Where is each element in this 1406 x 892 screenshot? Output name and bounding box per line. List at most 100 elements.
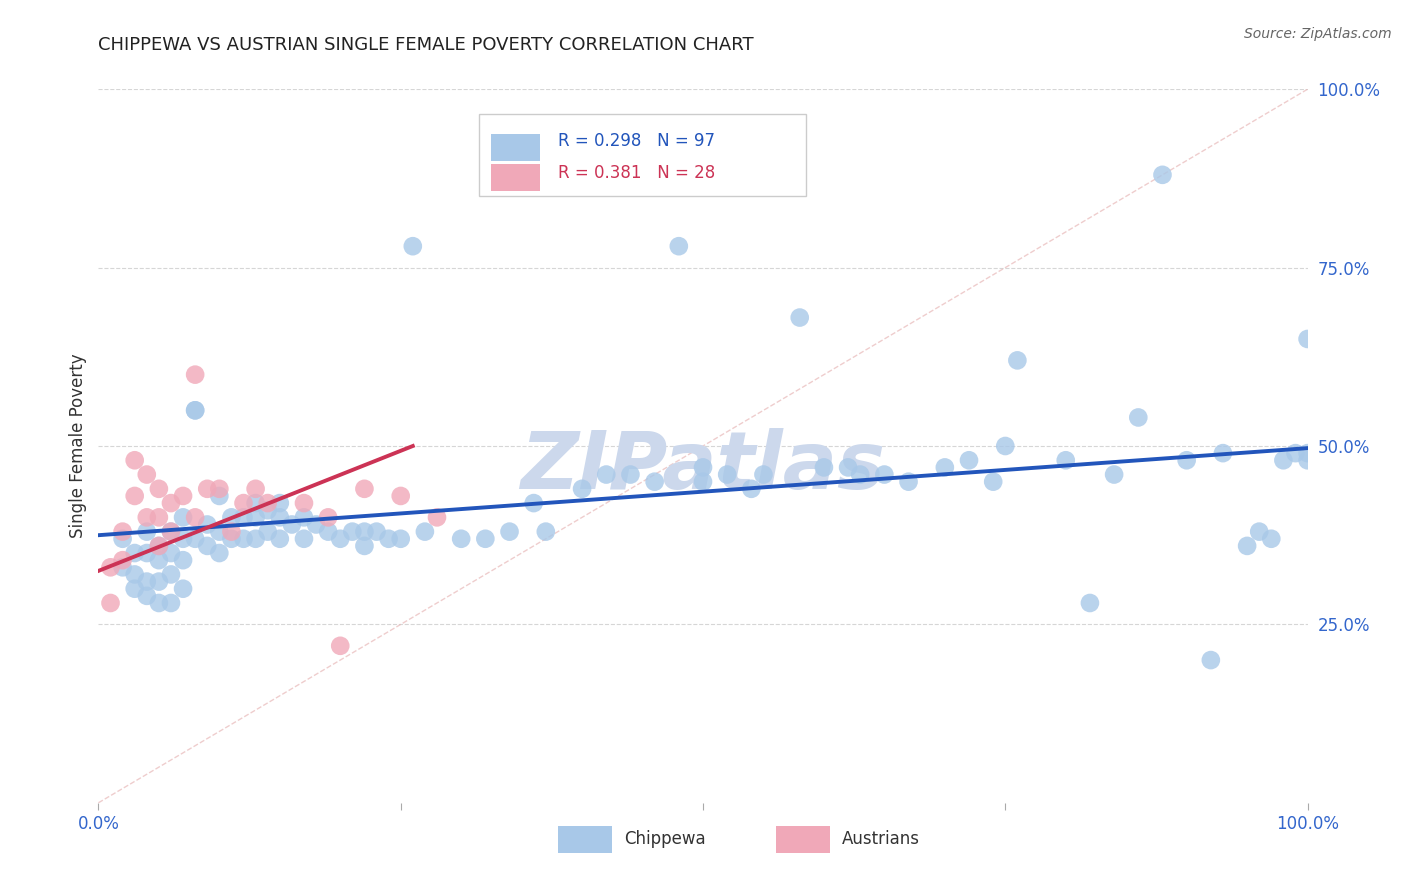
Point bbox=[402, 239, 425, 253]
Point bbox=[195, 539, 218, 553]
Point bbox=[377, 532, 399, 546]
Point bbox=[1175, 453, 1198, 467]
Point bbox=[135, 574, 157, 589]
Point bbox=[111, 560, 134, 574]
FancyBboxPatch shape bbox=[558, 826, 613, 853]
Point bbox=[245, 482, 267, 496]
Point bbox=[1296, 446, 1319, 460]
Point bbox=[813, 460, 835, 475]
Point bbox=[1236, 539, 1258, 553]
Text: ZIPatlas: ZIPatlas bbox=[520, 428, 886, 507]
Point bbox=[172, 532, 194, 546]
Point bbox=[256, 524, 278, 539]
Point bbox=[740, 482, 762, 496]
Point bbox=[245, 496, 267, 510]
Point bbox=[111, 532, 134, 546]
Point bbox=[221, 510, 243, 524]
Point bbox=[1128, 410, 1150, 425]
Point bbox=[269, 532, 291, 546]
Point bbox=[172, 553, 194, 567]
Point bbox=[849, 467, 872, 482]
Point bbox=[450, 532, 472, 546]
Point bbox=[668, 239, 690, 253]
Point bbox=[256, 496, 278, 510]
Point bbox=[353, 524, 375, 539]
Point bbox=[498, 524, 520, 539]
Point bbox=[232, 510, 254, 524]
Point bbox=[305, 517, 328, 532]
Point bbox=[353, 482, 375, 496]
Point bbox=[1102, 467, 1125, 482]
Point bbox=[172, 489, 194, 503]
Point bbox=[619, 467, 641, 482]
Point bbox=[124, 453, 146, 467]
FancyBboxPatch shape bbox=[776, 826, 830, 853]
Point bbox=[111, 553, 134, 567]
Text: R = 0.298   N = 97: R = 0.298 N = 97 bbox=[558, 132, 714, 150]
Point bbox=[160, 524, 183, 539]
Point bbox=[413, 524, 436, 539]
Point bbox=[329, 532, 352, 546]
FancyBboxPatch shape bbox=[492, 134, 540, 161]
Point bbox=[752, 467, 775, 482]
Text: CHIPPEWA VS AUSTRIAN SINGLE FEMALE POVERTY CORRELATION CHART: CHIPPEWA VS AUSTRIAN SINGLE FEMALE POVER… bbox=[98, 36, 754, 54]
Point bbox=[366, 524, 388, 539]
Point bbox=[957, 453, 980, 467]
Point bbox=[124, 546, 146, 560]
Point bbox=[1272, 453, 1295, 467]
Point bbox=[232, 532, 254, 546]
Point bbox=[1249, 524, 1271, 539]
Point bbox=[124, 489, 146, 503]
Point bbox=[135, 589, 157, 603]
Point bbox=[474, 532, 496, 546]
Point bbox=[160, 496, 183, 510]
Point bbox=[135, 467, 157, 482]
Point bbox=[135, 510, 157, 524]
Point bbox=[172, 582, 194, 596]
Point bbox=[789, 310, 811, 325]
Point bbox=[1284, 446, 1306, 460]
Point bbox=[111, 524, 134, 539]
Text: R = 0.381   N = 28: R = 0.381 N = 28 bbox=[558, 164, 716, 182]
Point bbox=[837, 460, 859, 475]
Point bbox=[148, 539, 170, 553]
Y-axis label: Single Female Poverty: Single Female Poverty bbox=[69, 354, 87, 538]
Point bbox=[148, 482, 170, 496]
Point bbox=[148, 596, 170, 610]
Point bbox=[135, 524, 157, 539]
Point bbox=[148, 510, 170, 524]
Point bbox=[1152, 168, 1174, 182]
Point bbox=[873, 467, 896, 482]
Point bbox=[195, 517, 218, 532]
Point bbox=[245, 532, 267, 546]
Point bbox=[716, 467, 738, 482]
Point bbox=[221, 524, 243, 539]
Point bbox=[1260, 532, 1282, 546]
Point bbox=[316, 524, 339, 539]
Point bbox=[184, 532, 207, 546]
Point bbox=[342, 524, 364, 539]
Point bbox=[160, 596, 183, 610]
Point bbox=[1007, 353, 1029, 368]
Point bbox=[281, 517, 304, 532]
Point bbox=[389, 489, 412, 503]
Point bbox=[523, 496, 546, 510]
Point bbox=[595, 467, 617, 482]
Point bbox=[100, 596, 122, 610]
Point bbox=[897, 475, 920, 489]
Point bbox=[172, 510, 194, 524]
Point bbox=[316, 510, 339, 524]
Point bbox=[184, 368, 207, 382]
Point bbox=[245, 510, 267, 524]
Point bbox=[160, 567, 183, 582]
Point bbox=[148, 539, 170, 553]
Text: Chippewa: Chippewa bbox=[624, 830, 706, 848]
Point bbox=[148, 574, 170, 589]
Text: Austrians: Austrians bbox=[842, 830, 920, 848]
Point bbox=[292, 496, 315, 510]
Point bbox=[208, 489, 231, 503]
Point bbox=[184, 403, 207, 417]
Point bbox=[256, 503, 278, 517]
Point bbox=[1212, 446, 1234, 460]
Point bbox=[692, 475, 714, 489]
